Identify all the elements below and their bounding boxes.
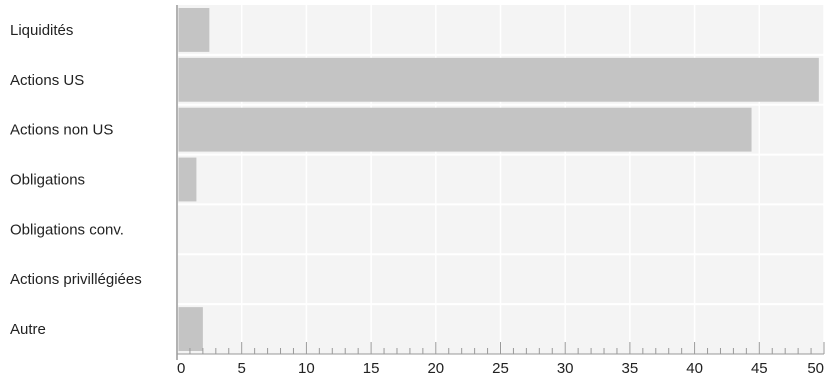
x-tick-label: 0 bbox=[177, 360, 185, 377]
x-tick-label: 5 bbox=[238, 360, 246, 377]
x-tick-label: 40 bbox=[686, 360, 703, 377]
bar-1 bbox=[178, 8, 210, 52]
x-axis: 0 5 10 15 20 25 30 35 40 45 50 bbox=[176, 5, 825, 377]
bar-3 bbox=[178, 107, 752, 152]
category-label: Obligations conv. bbox=[10, 221, 124, 238]
category-label: Actions privillégiées bbox=[10, 271, 142, 288]
category-labels: Liquidités Actions US Actions non US Obliga… bbox=[10, 22, 142, 338]
x-tick-label: 45 bbox=[751, 360, 768, 377]
category-label: Autre bbox=[10, 321, 46, 338]
category-label: Obligations bbox=[10, 172, 85, 189]
category-label: Actions US bbox=[10, 72, 84, 89]
bars bbox=[178, 8, 819, 351]
x-tick-label: 35 bbox=[622, 360, 639, 377]
x-tick-label: 30 bbox=[557, 360, 574, 377]
bar-2 bbox=[178, 57, 819, 102]
bar-4 bbox=[178, 157, 197, 202]
category-label: Liquidités bbox=[10, 22, 73, 39]
x-tick-label: 15 bbox=[363, 360, 380, 377]
x-tick-label: 10 bbox=[298, 360, 315, 377]
x-tick-label: 20 bbox=[427, 360, 444, 377]
x-tick-label: 25 bbox=[492, 360, 509, 377]
category-label: Actions non US bbox=[10, 122, 113, 139]
bar-7 bbox=[178, 307, 203, 351]
x-tick-label: 50 bbox=[807, 360, 824, 377]
